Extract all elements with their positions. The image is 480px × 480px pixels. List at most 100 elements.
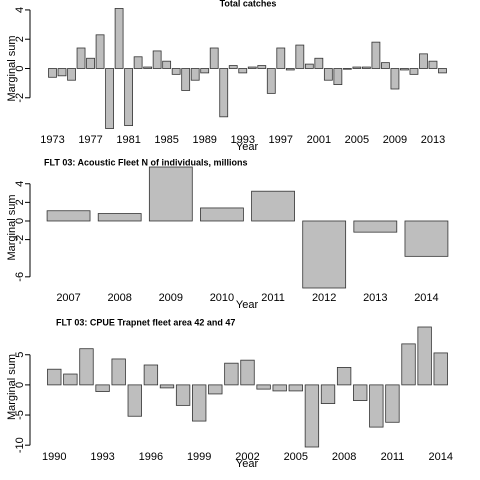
y-tick-label: -6 [14,272,26,282]
x-tick-label: 1990 [42,451,66,463]
bar [240,359,255,386]
bar [256,384,271,390]
bar [48,68,57,78]
x-tick-label: 2005 [345,134,369,146]
bar [159,384,175,389]
y-axis-label: Marginal sum [6,354,18,420]
bar [143,66,153,69]
y-tick-label: 5 [14,352,26,358]
y-tick-label: 4 [14,7,26,13]
bar [417,326,432,386]
bar [353,220,398,233]
bar [200,207,244,222]
x-tick-label: 2013 [363,292,387,304]
x-tick-label: 2009 [159,292,183,304]
x-tick-label: 2007 [56,292,80,304]
x-tick-label: 2009 [383,134,407,146]
bar [209,47,219,69]
bar [276,47,286,69]
bar [114,8,124,69]
bar [266,68,276,94]
bar [190,68,200,81]
x-tick-label: 1973 [40,134,64,146]
bar [63,373,78,386]
bar [175,384,191,406]
bar [295,44,305,69]
bar [369,384,384,428]
bar [304,63,314,69]
bar [76,47,86,69]
chart-title: FLT 03: CPUE Trapnet fleet area 42 and 4… [56,317,235,327]
bar [419,53,428,69]
bar [95,34,105,69]
bar [219,68,229,118]
y-tick-label: 0 [14,65,26,71]
bar [47,368,62,386]
bar [79,348,94,386]
x-tick-label: 1977 [78,134,102,146]
bar [162,60,172,69]
x-tick-label: 2013 [421,134,445,146]
x-tick-label: 2010 [210,292,234,304]
bar [228,65,238,69]
bar [401,343,416,386]
bar [111,358,126,386]
bar [124,68,133,127]
bar [385,384,400,423]
y-tick-label: -2 [14,235,26,245]
bar [433,352,448,386]
bar [353,384,368,401]
x-tick-label: 2014 [414,292,438,304]
x-axis-label: Year [236,299,259,311]
x-tick-label: 2001 [307,134,331,146]
bar [390,68,400,90]
bar [148,166,193,222]
bar [86,57,95,69]
y-tick-label: -5 [14,410,26,420]
y-tick-label: 2 [14,199,26,205]
bar [272,384,287,392]
x-axis-label: Year [236,458,259,470]
bar [428,60,438,69]
x-tick-label: 2011 [381,451,405,463]
x-tick-label: 2008 [332,451,356,463]
y-axis-label: Marginal sum [6,194,18,260]
x-tick-label: 2012 [312,292,336,304]
x-tick-label: 2011 [261,292,285,304]
bar [133,56,143,69]
bar [314,57,324,69]
x-tick-label: 2008 [107,292,131,304]
x-tick-label: 1993 [90,451,114,463]
bar [404,220,449,257]
bar [257,65,267,69]
bar [320,384,336,404]
bar [336,367,352,386]
y-tick-label: 0 [14,382,26,388]
bar [302,220,347,289]
chart-title: Total catches [220,0,277,8]
bar [304,384,320,448]
bar [247,66,257,69]
bar [152,50,162,69]
bar [342,68,352,70]
bar [192,384,207,422]
y-tick-label: -2 [14,93,26,103]
bar [105,68,114,129]
bar [288,384,303,392]
x-tick-label: 1999 [187,451,211,463]
y-tick-label: 0 [14,218,26,224]
y-tick-label: 2 [14,36,26,42]
bar [438,68,447,74]
bar [67,68,76,81]
bar [57,68,67,77]
bar [371,41,381,69]
bar [362,66,371,69]
bar [127,384,142,417]
x-tick-label: 1997 [269,134,293,146]
y-axis-label: Marginal sum [6,35,18,101]
x-tick-label: 2002 [235,451,259,463]
bar [323,68,333,81]
x-axis-label: Year [236,141,259,153]
bar [285,68,295,71]
